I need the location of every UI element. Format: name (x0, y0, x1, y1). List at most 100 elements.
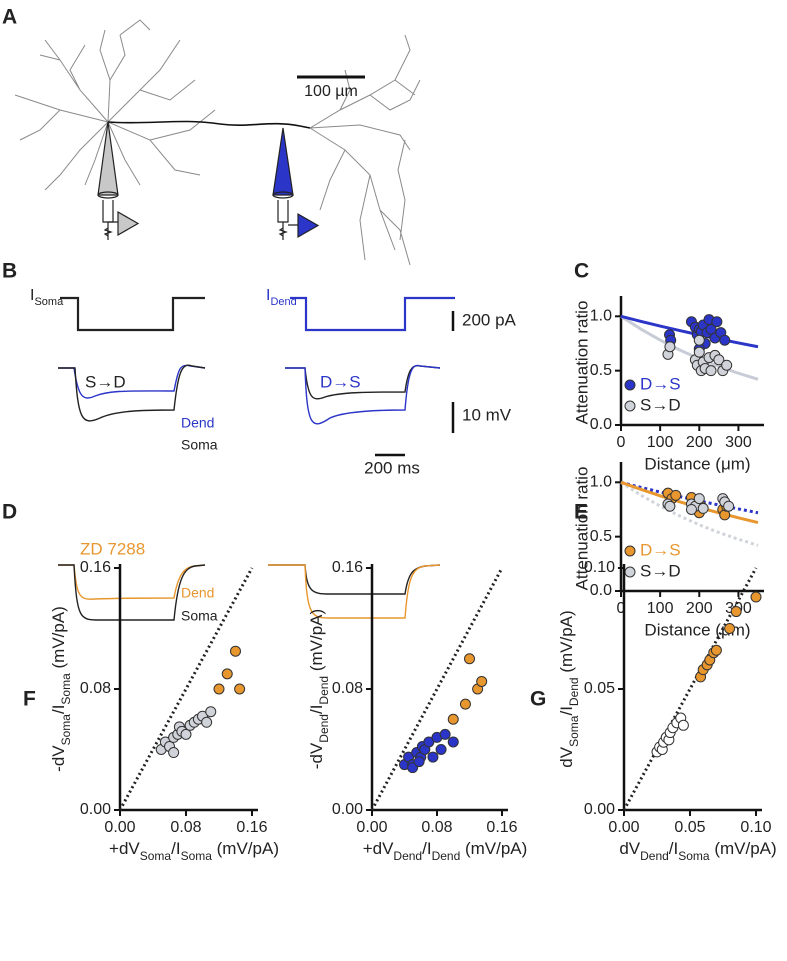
y-tick-label: 0.05 (584, 680, 615, 697)
point (234, 683, 246, 695)
label-part: /I (669, 839, 678, 858)
axis-label: -dVDend/IDend (mV/pA) (307, 609, 331, 769)
point (693, 493, 705, 505)
x-tick-label: 0.10 (740, 819, 771, 836)
legend-label: S→D (640, 561, 681, 580)
label-part: Dend (567, 677, 581, 706)
point (664, 500, 676, 512)
legend-marker (624, 400, 636, 412)
point (710, 644, 722, 656)
point (719, 334, 731, 346)
point (730, 606, 742, 618)
panel-letter: G (530, 688, 546, 711)
label-part: Soma (59, 714, 73, 746)
label-part: Dend (432, 849, 461, 863)
y-tick-label: 0.16 (80, 559, 111, 576)
point (476, 675, 488, 687)
identity-line (118, 567, 254, 811)
legend-label: D→S (640, 540, 681, 559)
point (685, 503, 697, 515)
label-part: -dV (307, 742, 326, 769)
trace-label: Soma (181, 437, 218, 453)
point (435, 744, 447, 755)
label-part: (mV/pA) (49, 606, 68, 673)
x-tick-label: 0.16 (236, 819, 267, 836)
label-part: Soma (567, 715, 581, 747)
point (427, 751, 439, 763)
point (447, 713, 459, 725)
axis-label: Distance (μm) (644, 454, 750, 473)
point (201, 716, 213, 728)
label-part: Soma (678, 849, 710, 863)
neuron (14, 19, 421, 266)
trace-title: D→S (320, 372, 361, 391)
y-tick-label: 0.0 (590, 416, 612, 433)
x-tick-label: 300 (725, 434, 752, 451)
electrode-dend (272, 127, 320, 240)
x-tick-label: 200 (686, 434, 713, 451)
legend-marker (624, 379, 636, 391)
panel-letter: D (2, 501, 17, 524)
scale-label: 200 ms (364, 458, 420, 477)
label-part: /I (49, 705, 68, 714)
panel-letter: E (574, 501, 588, 524)
label-part: Soma (59, 673, 73, 705)
y-tick-label: 0.10 (584, 559, 615, 576)
y-tick-label: 0.5 (590, 362, 612, 379)
panel-letter: B (2, 260, 17, 283)
legend-label: S→D (640, 395, 681, 414)
point (693, 346, 705, 358)
point (677, 719, 689, 731)
identity-line (370, 567, 504, 811)
y-tick-label: 0.0 (590, 582, 612, 599)
y-tick-label: 1.0 (590, 308, 612, 325)
panel-letter: A (2, 6, 17, 29)
x-tick-label: 0.08 (170, 819, 201, 836)
label-part: (mV/pA) (212, 839, 279, 858)
panel-letter: F (23, 688, 36, 711)
x-tick-label: 0.00 (104, 819, 135, 836)
point (705, 365, 717, 377)
electrode-soma (97, 121, 140, 240)
y-tick-label: 0.00 (80, 801, 111, 818)
scale-label: 200 pA (462, 310, 517, 329)
point (168, 747, 180, 759)
point (447, 736, 459, 748)
label-part: I (266, 287, 270, 304)
label-part: (mV/pA) (710, 839, 777, 858)
x-tick-label: 0 (617, 600, 626, 617)
axis-label: Attenuation ratio (572, 467, 591, 591)
trace-label: Dend (181, 415, 214, 431)
y-tick-label: 0.08 (332, 680, 363, 697)
trace-label: Soma (181, 608, 218, 624)
axis-label: dVSoma/IDend (mV/pA) (557, 610, 581, 767)
panel-letter: C (574, 260, 589, 283)
axis-label: -dVSoma/ISoma (mV/pA) (49, 606, 73, 772)
point (711, 316, 723, 328)
point (464, 653, 475, 665)
label-part: Dend (393, 849, 422, 863)
axis-label: +dVSoma/ISoma (mV/pA) (109, 839, 279, 863)
x-tick-label: 100 (647, 434, 674, 451)
x-tick-label: 0.00 (608, 819, 639, 836)
current-step (290, 296, 455, 332)
label-part: /I (422, 839, 431, 858)
scale-label: 100 µm (304, 83, 358, 100)
trace-label: ISoma (30, 287, 64, 308)
point (721, 359, 733, 371)
point (459, 698, 471, 710)
x-tick-label: 100 (647, 600, 674, 617)
point (670, 489, 682, 501)
label-part: Dend (317, 714, 331, 743)
label-part: Soma (181, 849, 213, 863)
point (213, 683, 225, 695)
fit-line (620, 481, 759, 547)
legend-marker (624, 566, 636, 578)
label-part: +dV (363, 839, 394, 858)
point (664, 341, 676, 353)
point (230, 645, 241, 657)
fit-line (620, 314, 759, 349)
point (723, 500, 735, 512)
label-part: Dend (317, 676, 331, 705)
label-part: -dV (49, 745, 68, 772)
